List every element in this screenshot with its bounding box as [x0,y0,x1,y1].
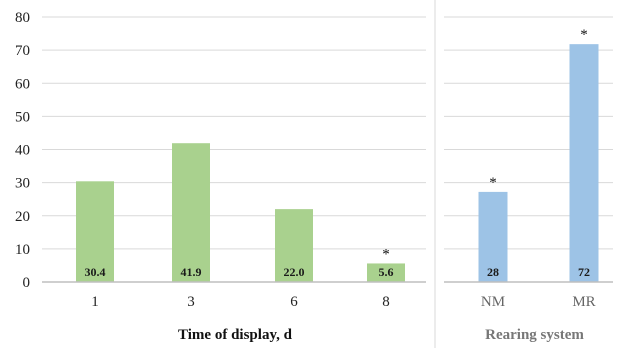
x-axis-ticks: 1 3 6 8 NM MR [91,294,595,310]
bar-MR [569,44,599,282]
y-tick-label: 60 [15,76,30,92]
x-tick-label: 8 [382,294,390,310]
significance-star: * [382,246,390,262]
x-axis-title-right: Rearing system [485,327,584,343]
data-label: 30.4 [85,265,106,279]
y-tick-label: 0 [23,275,31,291]
data-label: 5.6 [379,265,394,279]
bar-6 [275,209,313,282]
data-label: 72 [578,265,590,279]
bars [76,44,599,282]
bar-1 [76,181,114,282]
significance-star: * [489,175,497,191]
bar-3 [172,143,210,282]
y-tick-label: 80 [15,10,30,26]
y-tick-label: 20 [15,209,30,225]
bar-8 [367,263,405,282]
x-axis-title-left: Time of display, d [178,327,293,343]
x-tick-label: MR [572,294,595,310]
gridlines [42,16,613,250]
data-label: 41.9 [181,265,202,279]
x-tick-label: 3 [187,294,195,310]
y-tick-label: 70 [15,43,30,59]
significance-markers: * * * [382,27,588,262]
data-labels: 30.4 41.9 22.0 5.6 28 72 [85,265,591,279]
bar-NM [478,191,508,282]
y-tick-label: 10 [15,242,30,258]
y-tick-label: 40 [15,143,30,159]
data-label: 28 [487,265,499,279]
y-axis-ticks: 0 10 20 30 40 50 60 70 80 [15,10,30,291]
x-tick-label: 6 [290,294,298,310]
y-tick-label: 50 [15,109,30,125]
x-tick-label: 1 [91,294,99,310]
y-tick-label: 30 [15,176,30,192]
x-tick-label: NM [481,294,505,310]
data-label: 22.0 [284,265,305,279]
significance-star: * [580,27,588,43]
